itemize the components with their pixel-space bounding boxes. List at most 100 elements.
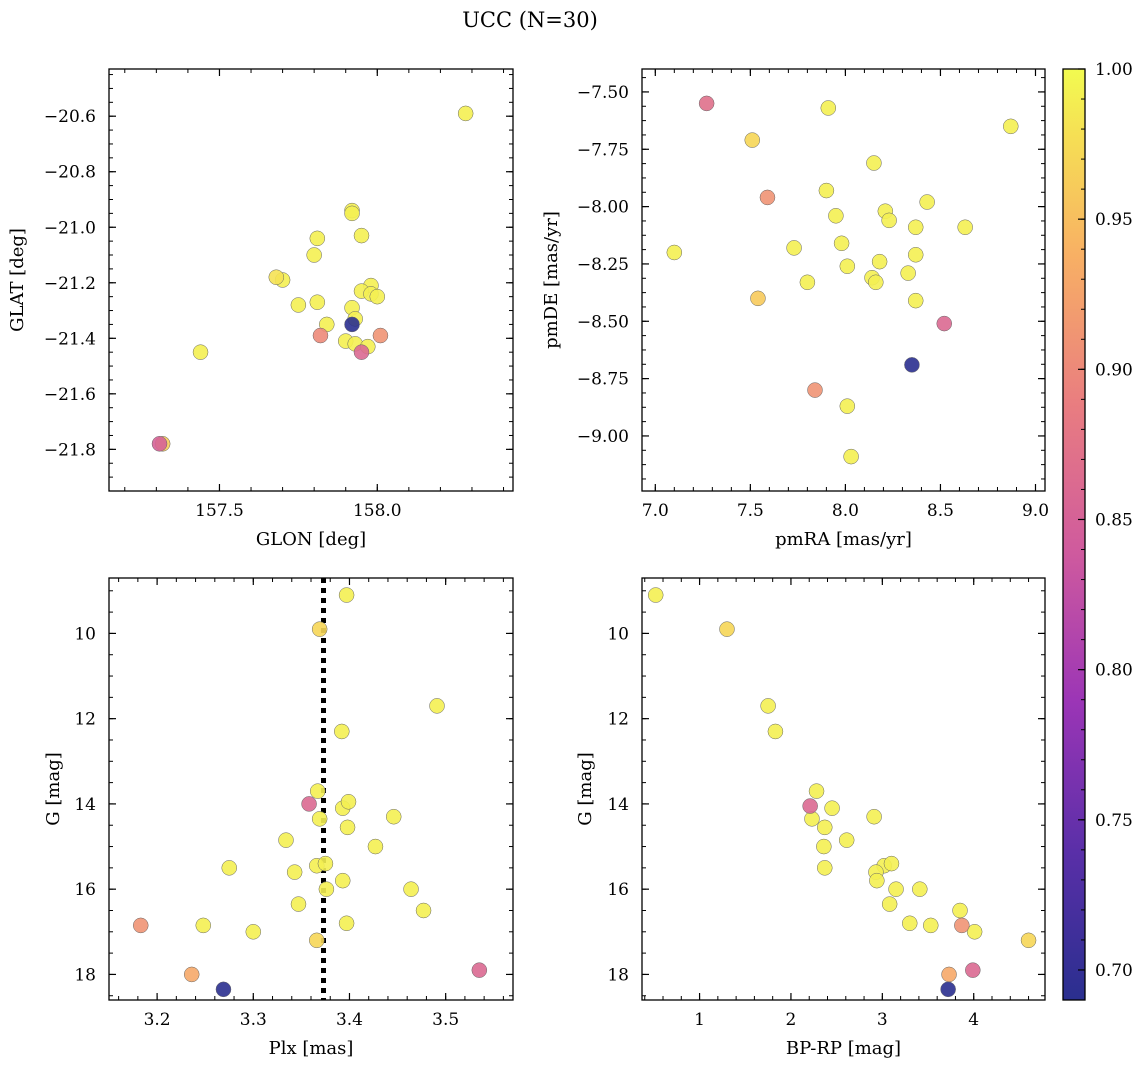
scatter-point	[312, 327, 329, 344]
scatter-points	[666, 95, 1019, 465]
scatter-point	[804, 811, 820, 827]
y-tick-label: 18	[607, 965, 629, 985]
x-axis-label: BP-RP [mag]	[786, 1038, 901, 1059]
scatter-points	[151, 105, 474, 452]
scatter-point	[195, 917, 212, 934]
scatter-point	[666, 244, 683, 261]
scatter-point	[919, 194, 935, 210]
scatter-point	[866, 808, 882, 825]
scatter-point	[824, 800, 840, 816]
y-tick-label: −7.50	[577, 83, 629, 103]
y-tick-label: −8.00	[577, 198, 629, 218]
x-tick-label: 3.4	[336, 1010, 363, 1030]
y-tick-label: 18	[74, 965, 96, 985]
colorbar-tick-label: 0.85	[1095, 510, 1133, 530]
scatter-point	[221, 860, 237, 876]
scatter-point	[912, 881, 928, 897]
scatter-point	[907, 219, 924, 235]
x-tick-label: 4	[968, 1010, 979, 1030]
scatter-points	[132, 578, 488, 1000]
scatter-point	[215, 981, 232, 998]
scatter-point	[429, 698, 445, 714]
x-tick-label: 158.0	[353, 501, 402, 521]
y-tick-label: 14	[607, 795, 629, 815]
scatter-point	[808, 783, 825, 799]
scatter-point	[245, 924, 262, 940]
x-axis-label: pmRA [mas/yr]	[775, 529, 912, 550]
scatter-point	[338, 915, 355, 932]
scatter-point	[881, 896, 898, 912]
scatter-point	[817, 860, 833, 876]
scatter-point	[309, 932, 325, 949]
scatter-point	[954, 917, 970, 934]
scatter-point	[888, 881, 904, 897]
scatter-point	[818, 182, 835, 199]
y-axis-label: G [mag]	[575, 752, 596, 825]
scatter-point	[759, 189, 776, 206]
y-tick-label: −8.25	[577, 255, 629, 275]
scatter-point	[1020, 932, 1037, 949]
scatter-point	[965, 962, 981, 978]
scatter-point	[286, 864, 303, 880]
scatter-point	[385, 808, 402, 825]
scatter-point	[940, 981, 956, 998]
scatter-point	[881, 212, 897, 229]
scatter-point	[338, 587, 355, 603]
scatter-point	[760, 698, 776, 714]
scatter-point	[936, 315, 952, 332]
y-tick-label: −21.6	[44, 385, 96, 405]
y-axis-label: G [mag]	[43, 752, 64, 825]
x-tick-label: 157.5	[195, 501, 244, 521]
x-tick-label: 9.0	[1022, 501, 1049, 521]
x-tick-label: 7.5	[737, 501, 764, 521]
y-tick-label: −21.2	[44, 274, 96, 294]
scatter-point	[900, 265, 916, 281]
scatter-point	[353, 344, 370, 360]
x-tick-label: 1	[694, 1010, 705, 1030]
x-axis-label: Plx [mas]	[269, 1038, 354, 1059]
scatter-point	[318, 881, 335, 897]
scatter-point	[907, 292, 924, 309]
panel-glon-glat: 157.5 158.0 −21.8 −21.6 −21.4 −21.2 −21.0 −20.8…	[7, 68, 514, 550]
y-tick-label: 10	[74, 624, 96, 644]
scatter-point	[403, 881, 419, 897]
scatter-point	[471, 962, 488, 978]
scatter-point	[698, 95, 715, 112]
x-tick-label: 7.0	[642, 501, 669, 521]
scatter-point	[843, 448, 859, 465]
scatter-point	[839, 398, 856, 414]
scatter-point	[415, 902, 432, 919]
scatter-point	[883, 855, 900, 872]
y-tick-label: 14	[74, 795, 96, 815]
plot-area	[641, 68, 1046, 492]
scatter-point	[367, 838, 384, 855]
scatter-point	[838, 832, 855, 848]
scatter-point	[799, 274, 816, 291]
colorbar-tick-label: 0.70	[1095, 961, 1133, 981]
scatter-point	[183, 966, 200, 983]
y-tick-label: −21.0	[44, 218, 96, 238]
scatter-point	[820, 100, 837, 116]
scatter-point	[339, 819, 356, 836]
y-tick-label: 12	[74, 710, 96, 730]
scatter-point	[767, 723, 784, 740]
scatter-point	[290, 896, 307, 912]
x-tick-label: 8.0	[832, 501, 859, 521]
y-axis-label: pmDE [mas/yr]	[541, 211, 562, 349]
scatter-point	[301, 796, 317, 812]
scatter-point	[966, 924, 983, 940]
scatter-point	[941, 966, 957, 983]
x-tick-label: 3	[877, 1010, 888, 1030]
colorbar: 0.70 0.75 0.80 0.85 0.90 0.95 1.00	[1062, 60, 1133, 1001]
scatter-point	[816, 838, 832, 855]
scatter-point	[828, 208, 844, 224]
scatter-point	[278, 832, 294, 848]
scatter-point	[744, 132, 761, 148]
scatter-point	[372, 327, 389, 344]
plot-area	[641, 577, 1046, 1001]
colorbar-tick-label: 0.75	[1095, 811, 1133, 831]
scatter-point	[309, 783, 326, 799]
scatter-point	[750, 290, 766, 307]
y-tick-label: −7.75	[577, 140, 629, 160]
